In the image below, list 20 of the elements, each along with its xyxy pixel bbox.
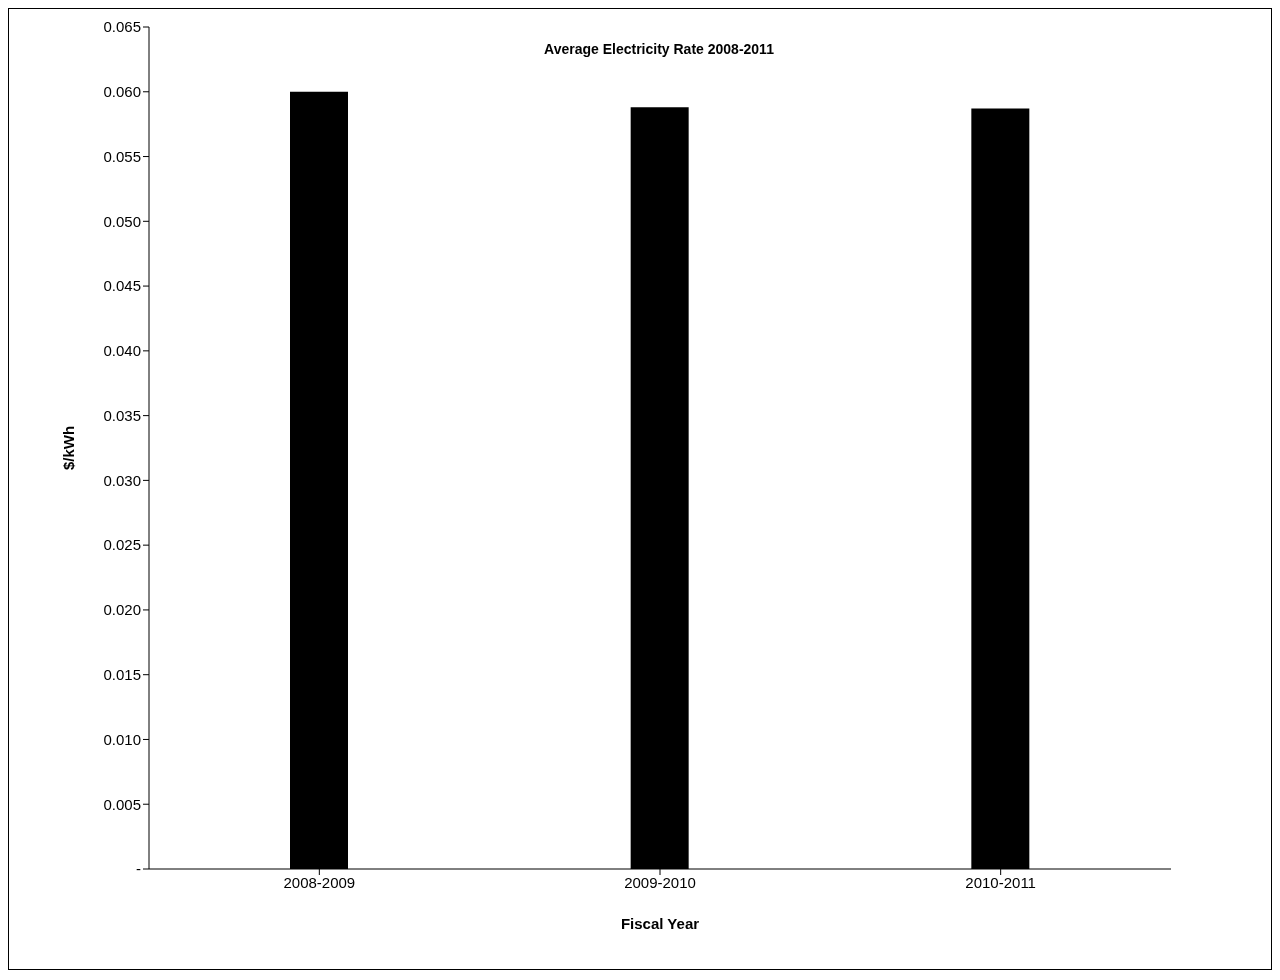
y-tick-label: 0.010 [103, 730, 141, 748]
y-tick-label: 0.025 [103, 536, 141, 554]
y-tick-label: 0.035 [103, 406, 141, 424]
y-tick-label: 0.045 [103, 277, 141, 295]
x-tick-label: 2009-2010 [624, 873, 696, 891]
y-tick-label: 0.040 [103, 342, 141, 360]
x-axis-title: Fiscal Year [620, 915, 700, 932]
y-tick-label: 0.005 [103, 795, 141, 813]
y-tick-label: 0.050 [103, 212, 141, 230]
y-tick-label: - [136, 860, 141, 878]
y-tick-label: 0.015 [103, 666, 141, 684]
text: Average Electricity Rate 2008-2011 [544, 41, 775, 57]
x-tick-label: 2010-2011 [965, 873, 1036, 891]
y-tick-label: 0.055 [103, 147, 141, 165]
y-axis-title: $/kWh [60, 425, 78, 471]
y-tick-label: 0.020 [103, 601, 141, 619]
y-tick-label: 0.030 [103, 471, 141, 489]
x-tick-label: 2008-2009 [283, 873, 356, 891]
y-tick-label: 0.065 [103, 18, 141, 36]
y-tick-label: 0.060 [103, 83, 141, 101]
